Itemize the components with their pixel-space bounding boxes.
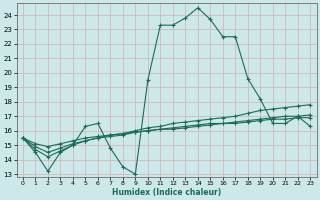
X-axis label: Humidex (Indice chaleur): Humidex (Indice chaleur)	[112, 188, 221, 197]
